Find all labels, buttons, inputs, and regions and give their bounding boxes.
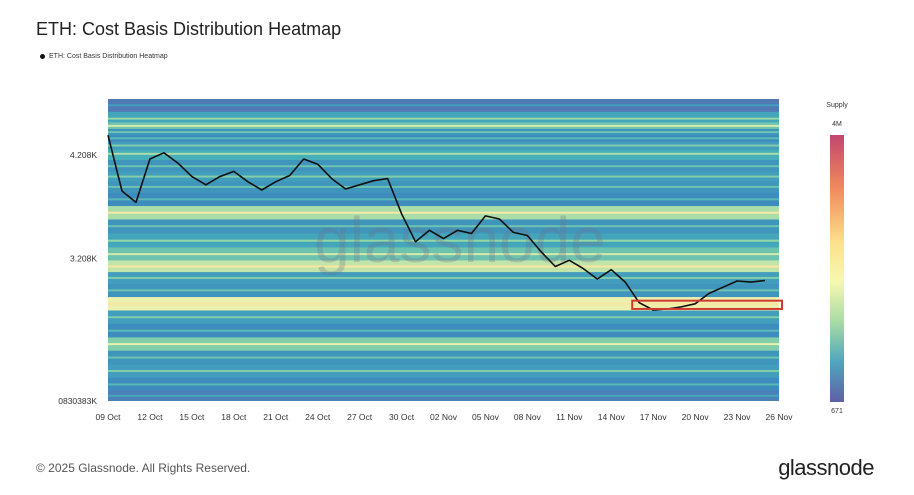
- heatmap-band-line: [108, 329, 779, 332]
- heatmap-band-line: [108, 198, 779, 201]
- watermark: glassnode: [314, 204, 606, 276]
- heatmap-band-line: [108, 394, 779, 397]
- x-tick-label: 30 Oct: [389, 412, 415, 422]
- x-tick-label: 23 Nov: [724, 412, 752, 422]
- footer-copyright: © 2025 Glassnode. All Rights Reserved.: [36, 461, 251, 475]
- heatmap-band-line: [108, 225, 779, 228]
- heatmap-band-line: [108, 343, 779, 346]
- heatmap-band-line: [108, 104, 779, 107]
- heatmap-band-line: [108, 175, 779, 178]
- heatmap-band: [108, 149, 779, 161]
- x-tick-label: 24 Oct: [305, 412, 331, 422]
- x-tick-label: 18 Oct: [221, 412, 247, 422]
- y-axis: 4.208K 3.208K 0830383K: [58, 150, 97, 406]
- x-tick-label: 05 Nov: [472, 412, 500, 422]
- heatmap-band-line: [108, 239, 779, 242]
- heatmap-band-line: [108, 165, 779, 168]
- x-tick-label: 21 Oct: [263, 412, 289, 422]
- y-tick-label: 4.208K: [70, 150, 97, 160]
- heatmap-band-line: [108, 211, 779, 214]
- heatmap-band-line: [108, 370, 779, 373]
- colorbar: Supply 4M 671: [826, 102, 848, 415]
- heatmap-band-line: [108, 265, 779, 268]
- heatmap: [108, 99, 779, 401]
- x-tick-label: 11 Nov: [556, 412, 583, 422]
- heatmap-band-line: [108, 253, 779, 256]
- x-tick-label: 09 Oct: [95, 412, 121, 422]
- heatmap-band-line: [108, 117, 779, 120]
- x-tick-label: 20 Nov: [682, 412, 710, 422]
- heatmap-band-line: [108, 137, 779, 140]
- x-tick-label: 14 Nov: [598, 412, 626, 422]
- x-tick-label: 15 Oct: [179, 412, 205, 422]
- heatmap-band-line: [108, 185, 779, 188]
- highlight-box: [631, 299, 783, 310]
- brand-logo[interactable]: glassnode: [778, 455, 874, 480]
- heatmap-band-line: [108, 302, 779, 305]
- y-tick-label: 3.208K: [70, 253, 97, 263]
- x-axis: 09 Oct 12 Oct 15 Oct 18 Oct 21 Oct 24 Oct 27 O…: [95, 412, 793, 422]
- heatmap-band: [108, 111, 779, 123]
- heatmap-band-line: [108, 131, 779, 134]
- legend[interactable]: ETH: Cost Basis Distribution Heatmap: [40, 53, 168, 60]
- x-tick-label: 27 Oct: [347, 412, 373, 422]
- chart-title: ETH: Cost Basis Distribution Heatmap: [36, 19, 342, 39]
- colorbar-gradient: [830, 135, 844, 402]
- heatmap-band-line: [108, 356, 779, 359]
- heatmap-band-line: [108, 316, 779, 319]
- highlight-rect: [631, 299, 783, 310]
- x-tick-label: 17 Nov: [640, 412, 668, 422]
- legend-label: ETH: Cost Basis Distribution Heatmap: [49, 53, 168, 60]
- x-tick-label: 08 Nov: [514, 412, 542, 422]
- x-tick-label: 26 Nov: [766, 412, 794, 422]
- heatmap-band-line: [108, 144, 779, 147]
- x-tick-label: 12 Oct: [137, 412, 163, 422]
- colorbar-label: Supply: [826, 102, 848, 109]
- y-tick-label: 0830383K: [58, 396, 97, 406]
- heatmap-band-line: [108, 289, 779, 292]
- colorbar-min-label: 671: [831, 408, 843, 415]
- x-tick-label: 02 Nov: [430, 412, 458, 422]
- heatmap-band-line: [108, 276, 779, 279]
- heatmap-band-line: [108, 152, 779, 155]
- legend-marker: [40, 54, 45, 59]
- heatmap-band-line: [108, 124, 779, 127]
- colorbar-max-label: 4M: [832, 121, 842, 128]
- heatmap-band-line: [108, 383, 779, 386]
